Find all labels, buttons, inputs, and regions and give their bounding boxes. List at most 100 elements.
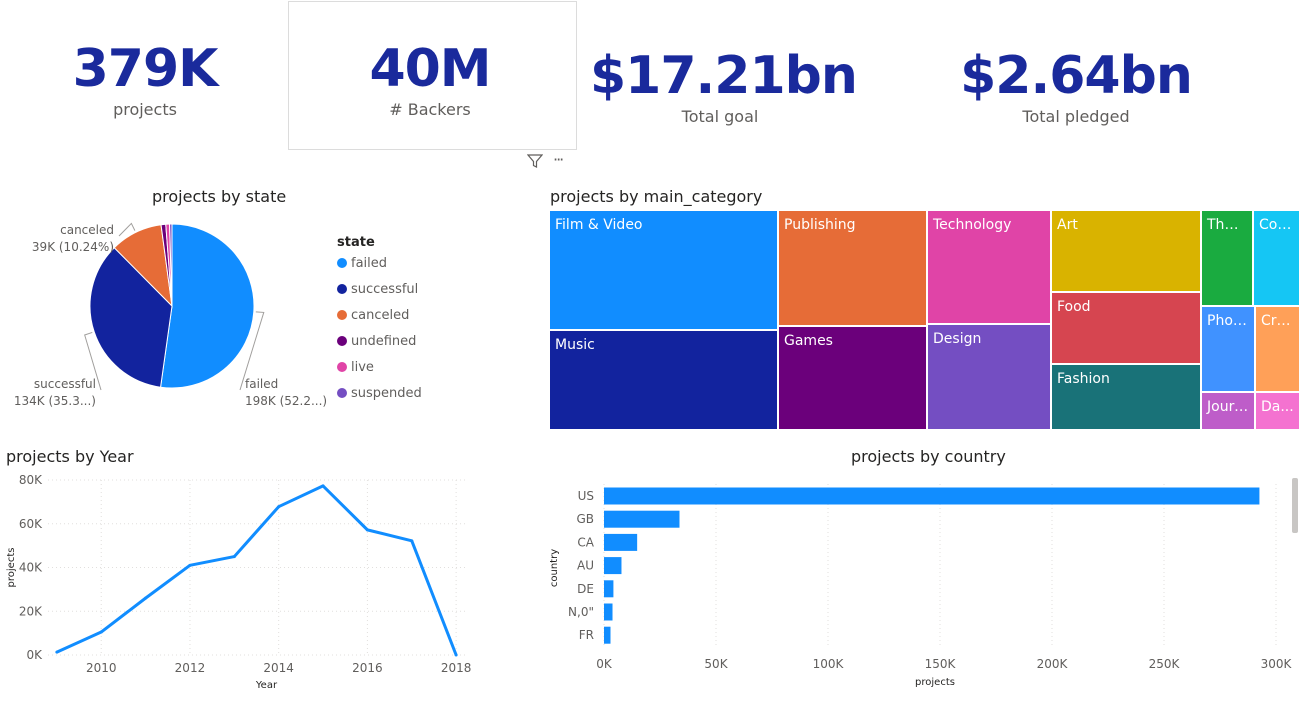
legend-dot-failed (337, 258, 347, 268)
treemap-cell-design[interactable]: Design (927, 324, 1051, 430)
bar-category-label: AU (577, 559, 594, 573)
scrollbar-thumb[interactable] (1292, 478, 1298, 533)
legend-dot-suspended (337, 388, 347, 398)
legend-label-live: live (351, 360, 374, 375)
kpi-total-pledged: $2.64bn Total pledged (946, 45, 1206, 126)
country-chart-title: projects by country (851, 447, 1006, 466)
bar-category-label: FR (579, 628, 594, 642)
legend-dot-undefined (337, 336, 347, 346)
pie-label-leader-successful (84, 331, 102, 391)
bar-au[interactable] (604, 557, 622, 575)
bar-gb[interactable] (604, 510, 680, 528)
line-point-2014 (277, 505, 281, 509)
state-legend-title: state (337, 235, 375, 250)
treemap-cell-games[interactable]: Games (778, 326, 927, 430)
kpi-total-pledged-value: $2.64bn (960, 46, 1193, 106)
pie-label-value-canceled: 39K (10.24%) (32, 240, 114, 254)
bar-fr[interactable] (604, 626, 611, 644)
category-treemap[interactable]: Film & Video Music Publishing Games Technolo… (549, 210, 1300, 430)
legend-item-canceled[interactable]: canceled (337, 308, 409, 323)
kpi-projects-label: projects (113, 100, 177, 119)
treemap-cell-food[interactable]: Food (1051, 292, 1201, 364)
year-line-chart[interactable]: 0K 20K 40K 60K 80K 2010 2012 2014 2016 2018 Year pr… (0, 465, 480, 695)
bar-xtick-label: 50K (704, 657, 728, 671)
line-xtick-label: 2012 (175, 661, 206, 675)
legend-dot-canceled (337, 310, 347, 320)
country-bar-chart[interactable]: 0K 50K 100K 150K 200K 250K 300K projects country… (540, 470, 1303, 695)
legend-label-failed: failed (351, 256, 388, 271)
pie-slice-successful[interactable] (89, 247, 173, 388)
treemap-cell-thea[interactable]: Thea... (1201, 210, 1253, 306)
treemap-cell-fashion[interactable]: Fashion (1051, 364, 1201, 430)
pie-label-name-failed: failed (245, 377, 278, 391)
bar-category-label: DE (577, 582, 594, 596)
legend-item-live[interactable]: live (337, 360, 374, 375)
bar-xtick-label: 0K (596, 657, 613, 671)
year-chart-title: projects by Year (6, 447, 134, 466)
bar-xtick-label: 300K (1261, 657, 1293, 671)
line-ytick-label: 0K (26, 648, 43, 662)
line-ytick-label: 60K (19, 517, 43, 531)
bar-n0[interactable] (604, 603, 613, 621)
line-ytick-label: 40K (19, 561, 43, 575)
kpi-projects: 379K projects (45, 38, 245, 119)
treemap-cell-journ[interactable]: Journ... (1201, 392, 1255, 430)
line-point-2017 (410, 539, 414, 543)
bar-ca[interactable] (604, 533, 638, 551)
legend-dot-successful (337, 284, 347, 294)
line-point-2012 (188, 563, 192, 567)
kpi-backers-value: 40M (369, 39, 491, 99)
legend-label-suspended: suspended (351, 386, 422, 401)
treemap-cell-technology[interactable]: Technology (927, 210, 1051, 324)
legend-item-successful[interactable]: successful (337, 282, 418, 297)
bar-de[interactable] (604, 580, 614, 598)
treemap-cell-phot[interactable]: Phot... (1201, 306, 1255, 392)
line-series-projects[interactable] (56, 484, 458, 656)
legend-item-failed[interactable]: failed (337, 256, 387, 271)
line-xtick-label: 2018 (441, 661, 472, 675)
legend-item-suspended[interactable]: suspended (337, 386, 422, 401)
treemap-cell-da[interactable]: Da... (1255, 392, 1300, 430)
pie-slice-failed[interactable] (159, 223, 255, 389)
treemap-cell-film-video[interactable]: Film & Video (549, 210, 778, 330)
filter-icon[interactable] (526, 153, 544, 169)
bar-category-label: N,0" (568, 605, 594, 619)
line-point-2009 (55, 650, 59, 654)
kpi-total-goal-value: $17.21bn (590, 46, 858, 106)
pie-label-leader-failed (239, 311, 265, 391)
state-chart-title: projects by state (152, 187, 287, 206)
bar-y-axis-title: country (549, 549, 560, 587)
treemap-cell-publishing[interactable]: Publishing (778, 210, 927, 326)
pie-label-leader-canceled (118, 222, 136, 237)
kpi-total-goal: $17.21bn Total goal (590, 45, 858, 126)
line-point-2013 (232, 555, 236, 559)
kpi-backers-card[interactable] (288, 1, 577, 150)
pie-label-value-successful: 134K (35.3...) (14, 394, 96, 408)
line-ytick-label: 20K (19, 604, 43, 618)
treemap-cell-art[interactable]: Art (1051, 210, 1201, 292)
legend-item-undefined[interactable]: undefined (337, 334, 416, 349)
kpi-backers: 40M # Backers (330, 38, 530, 119)
bar-category-label: US (578, 489, 594, 503)
pie-slice-suspended[interactable] (169, 223, 173, 307)
kpi-projects-value: 379K (72, 39, 219, 99)
treemap-cell-com[interactable]: Com... (1253, 210, 1300, 306)
treemap-cell-cra[interactable]: Cra... (1255, 306, 1300, 392)
kpi-backers-label: # Backers (389, 100, 471, 119)
legend-dot-live (337, 362, 347, 372)
state-pie-chart[interactable]: failed 198K (52.2...) successful 134K (35.3… (0, 210, 335, 425)
bar-xtick-label: 150K (925, 657, 957, 671)
line-point-2010 (99, 630, 103, 634)
line-y-axis-title: projects (6, 548, 17, 588)
legend-label-canceled: canceled (351, 308, 410, 323)
bar-us[interactable] (604, 487, 1260, 505)
pie-label-value-failed: 198K (52.2...) (245, 394, 327, 408)
line-point-2011 (144, 596, 148, 600)
pie-label-name-successful: successful (34, 377, 96, 391)
line-point-2016 (365, 528, 369, 532)
treemap-cell-music[interactable]: Music (549, 330, 778, 430)
more-options-icon[interactable]: ··· (553, 150, 564, 169)
line-point-2015 (321, 484, 325, 488)
line-x-axis-title: Year (255, 680, 278, 691)
kpi-total-pledged-label: Total pledged (1022, 107, 1130, 126)
